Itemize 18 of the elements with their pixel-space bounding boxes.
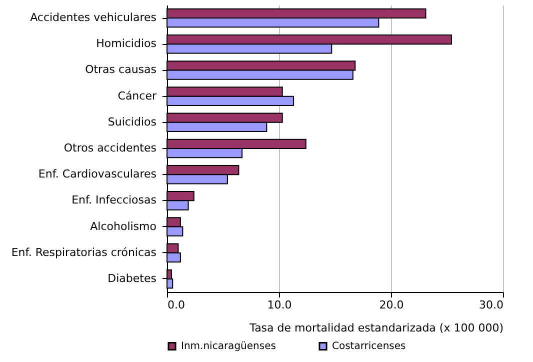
y-tick-label: Suicidios [108,115,157,128]
legend-label: Costarricenses [332,341,406,352]
y-tick-label: Enf. Infecciosas [72,194,157,207]
x-tick-label: 30.0 [479,298,504,312]
y-tick-label: Alcoholismo [90,220,157,233]
y-tick-label: Diabetes [108,272,157,285]
x-tick-label: 0.0 [168,298,185,312]
y-tick-label: Otros accidentes [64,142,157,154]
y-tick-label: Enf. Respiratorias crónicas [11,246,157,259]
y-tick-label: Homicidios [96,37,157,50]
x-tick-label: 20.0 [379,298,404,312]
x-tick-label: 10.0 [267,298,292,312]
y-tick-label: Accidentes vehiculares [30,11,157,24]
x-axis-title: Tasa de mortalidad estandarizada (x 100 000) [248,322,504,334]
y-tick-label: Otras causas [85,63,157,76]
y-tick-label: Cáncer [118,89,157,102]
legend-label: Inm.nicaragüenses [181,341,276,352]
y-tick-label: Enf. Cardiovasculares [38,168,157,181]
